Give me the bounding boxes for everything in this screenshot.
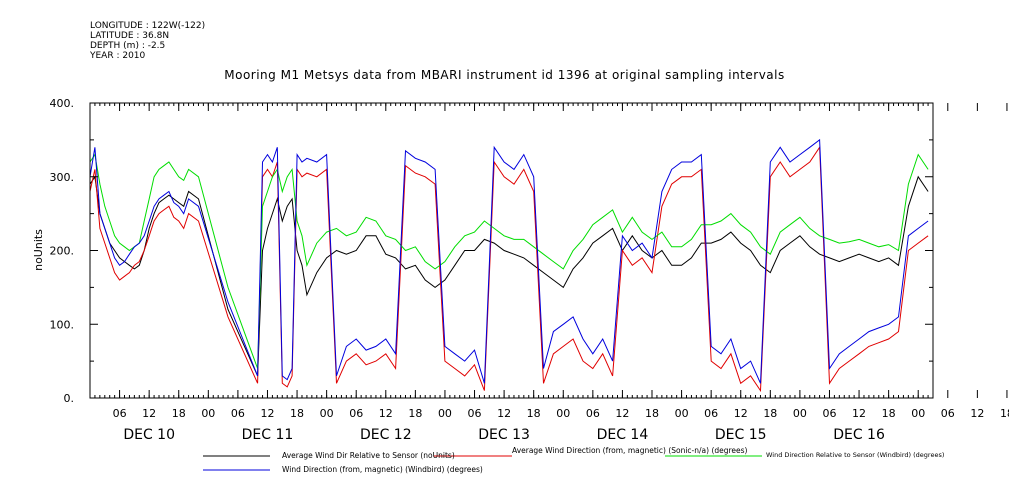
x-tick-label: 06 bbox=[941, 407, 955, 420]
day-label: DEC 12 bbox=[360, 427, 412, 443]
latitude-label: LATITUDE : 36.8N bbox=[90, 31, 170, 41]
x-tick-label: 12 bbox=[615, 407, 629, 420]
legend-label-3-text: Wind Direction (from, magnetic) (Windbir… bbox=[282, 465, 483, 474]
day-label: DEC 10 bbox=[123, 427, 175, 443]
x-tick-label: 18 bbox=[1000, 407, 1009, 420]
day-label: DEC 13 bbox=[478, 427, 530, 443]
day-label: DEC 15 bbox=[715, 427, 767, 443]
legend-label-0: Average Wind Dir Relative to Sensor (noU… bbox=[282, 451, 455, 460]
x-tick-label: 12 bbox=[379, 407, 393, 420]
x-tick-label: 12 bbox=[142, 407, 156, 420]
axis-layer: 0. 100. 200. 300. 400. 06 12 18 00 06 12 18 00 06 12 18… bbox=[50, 97, 1009, 443]
series-line-0 bbox=[89, 175, 929, 377]
day-label: DEC 11 bbox=[242, 427, 294, 443]
x-tick-label: 00 bbox=[675, 407, 689, 420]
depth-label: DEPTH (m) : -2.5 bbox=[90, 41, 166, 51]
x-tick-label: 06 bbox=[704, 407, 718, 420]
x-tick-label: 00 bbox=[201, 407, 215, 420]
legend bbox=[203, 455, 762, 471]
x-tick-label: 00 bbox=[793, 407, 807, 420]
series-line-2 bbox=[89, 153, 929, 369]
y-tick-label: 100. bbox=[50, 318, 75, 331]
x-tick-label: 18 bbox=[408, 407, 422, 420]
x-tick-label: 18 bbox=[645, 407, 659, 420]
x-tick-label: 12 bbox=[497, 407, 511, 420]
day-label: DEC 14 bbox=[597, 427, 649, 443]
y-tick-label: 300. bbox=[50, 171, 75, 184]
series-layer bbox=[89, 138, 929, 393]
x-tick-label: 00 bbox=[438, 407, 452, 420]
x-tick-label: 12 bbox=[852, 407, 866, 420]
x-tick-label: 00 bbox=[911, 407, 925, 420]
x-tick-label: 00 bbox=[320, 407, 334, 420]
x-tick-label: 06 bbox=[113, 407, 127, 420]
chart-title: Mooring M1 Metsys data from MBARI instru… bbox=[224, 68, 785, 82]
x-tick-label: 18 bbox=[527, 407, 541, 420]
x-tick-label: 06 bbox=[468, 407, 482, 420]
longitude-label: LONGITUDE : 122W(-122) bbox=[90, 21, 206, 31]
y-tick-label: 400. bbox=[50, 97, 75, 110]
y-tick-label: 0. bbox=[64, 392, 75, 405]
x-tick-label: 18 bbox=[882, 407, 896, 420]
day-label: DEC 16 bbox=[833, 427, 885, 443]
legend-label-1: Average Wind Direction (from, magnetic) … bbox=[512, 446, 748, 455]
x-tick-label: 18 bbox=[763, 407, 777, 420]
metadata-block: LONGITUDE : 122W(-122) LATITUDE : 36.8N DE… bbox=[90, 21, 205, 61]
x-tick-label: 00 bbox=[556, 407, 570, 420]
legend-label-2: Wind Direction Relative to Sensor (Windb… bbox=[766, 451, 945, 459]
x-tick-label: 12 bbox=[260, 407, 274, 420]
legend-label-1-text: Average Wind Direction (from, magnetic) … bbox=[512, 446, 748, 455]
x-tick-label: 06 bbox=[349, 407, 363, 420]
x-tick-label: 18 bbox=[172, 407, 186, 420]
x-tick-label: 12 bbox=[970, 407, 984, 420]
y-tick-label: 200. bbox=[50, 245, 75, 258]
series-line-3 bbox=[89, 138, 929, 384]
x-tick-label: 12 bbox=[734, 407, 748, 420]
x-tick-label: 06 bbox=[231, 407, 245, 420]
legend-label-3: Wind Direction (from, magnetic) (Windbir… bbox=[282, 465, 483, 474]
x-tick-label: 06 bbox=[586, 407, 600, 420]
x-tick-label: 18 bbox=[290, 407, 304, 420]
series-line-1 bbox=[89, 145, 929, 393]
x-tick-label: 06 bbox=[822, 407, 836, 420]
plot-frame bbox=[89, 102, 934, 399]
y-axis-label: noUnits bbox=[32, 229, 45, 271]
year-label: YEAR : 2010 bbox=[90, 51, 146, 61]
